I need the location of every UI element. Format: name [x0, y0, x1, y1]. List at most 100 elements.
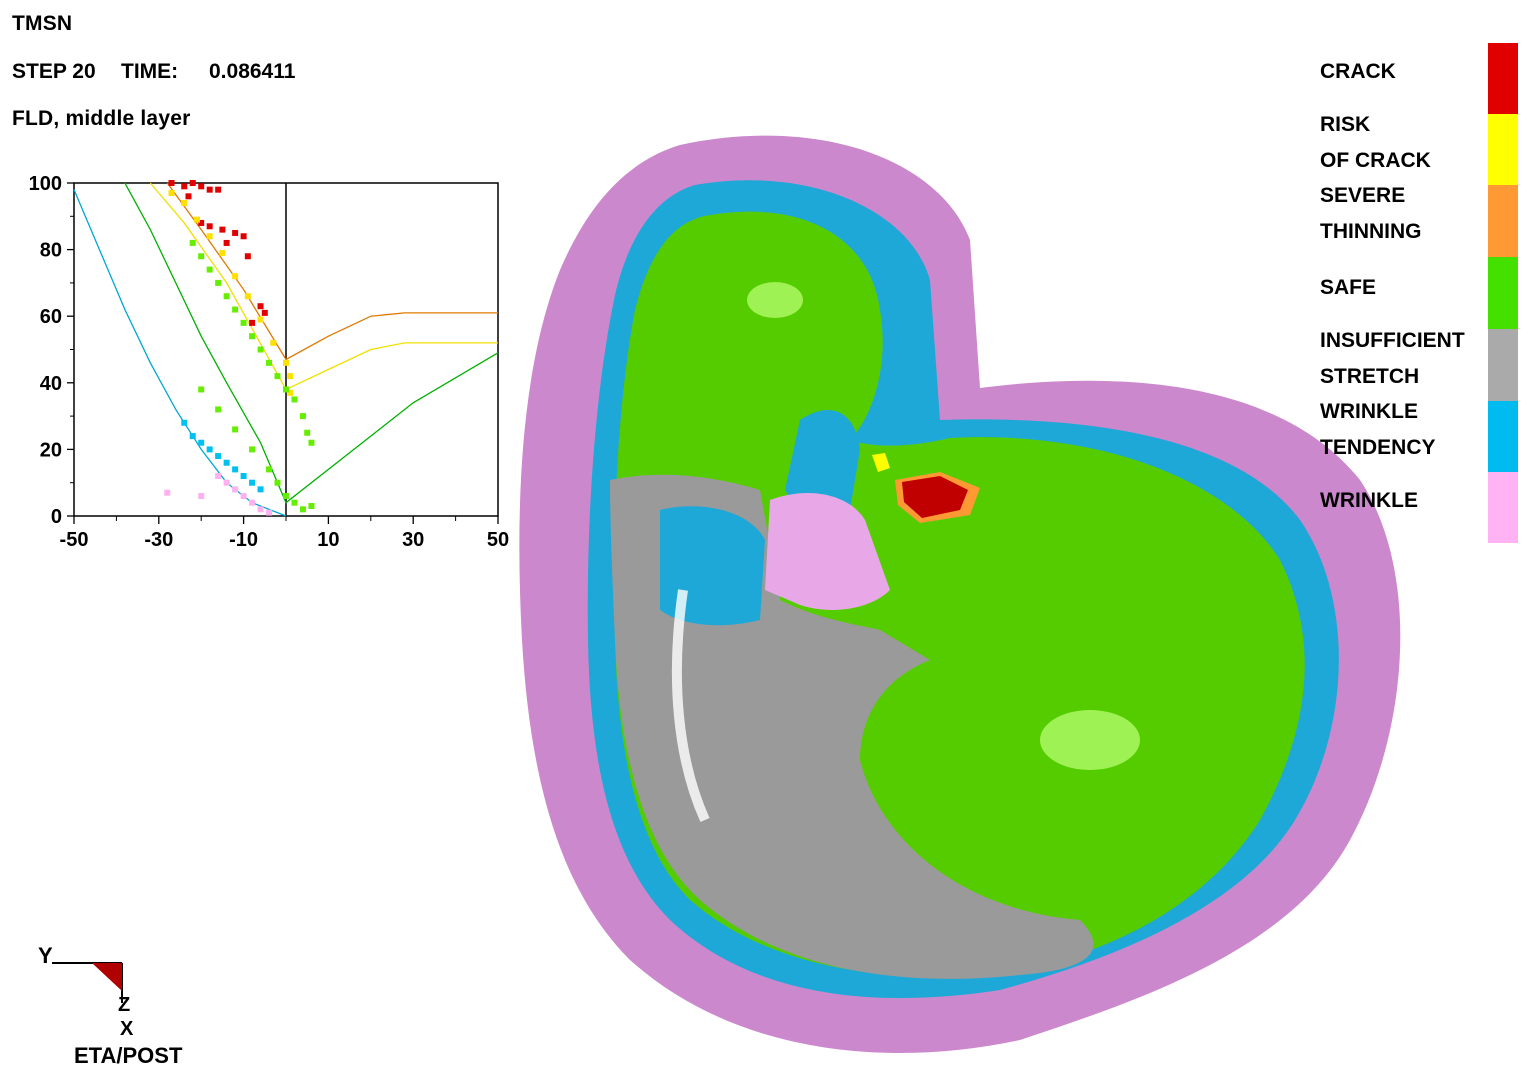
fld-x-tick-label: 30	[402, 529, 424, 551]
fld-x-tick-label: -30	[144, 529, 173, 551]
triad-z-label: Z	[118, 994, 130, 1016]
fld-point-s0-8	[206, 223, 213, 230]
legend-label: WRINKLE	[1320, 489, 1418, 512]
legend-swatch	[1488, 185, 1518, 257]
fld-y-tick-label: 40	[40, 373, 62, 395]
fld-point-s3-8	[249, 479, 256, 486]
fld-point-s2-5	[232, 306, 239, 313]
time-label: TIME:	[121, 60, 179, 83]
fld-point-s1-4	[219, 249, 226, 256]
fld-y-tick-label: 20	[40, 439, 62, 461]
fld-point-s3-3	[206, 446, 213, 453]
crack-spot	[902, 476, 968, 518]
part-contour-view	[519, 135, 1401, 1054]
fld-point-s2-13	[299, 413, 306, 420]
tube-highlight	[671, 589, 710, 823]
fld-point-s2-9	[266, 359, 273, 366]
fld-x-axis: -50 -30 -10 10 30 50	[60, 516, 509, 551]
fld-point-s2-0	[189, 239, 196, 246]
fld-scatter-points	[164, 180, 315, 516]
legend-swatch	[1488, 43, 1518, 114]
program-name: ETA/POST	[74, 1043, 183, 1068]
fld-point-s4-0	[164, 489, 171, 496]
fld-point-s1-9	[283, 359, 289, 366]
legend-label: THINNING	[1320, 220, 1422, 243]
fld-point-s2-8	[257, 346, 264, 353]
fld-point-s0-11	[240, 233, 247, 240]
legend-label: WRINKLE	[1320, 400, 1418, 423]
fld-point-s1-11	[287, 389, 294, 396]
fld-point-s3-7	[240, 473, 247, 480]
fld-point-s0-0	[168, 180, 175, 186]
fld-point-s1-7	[257, 316, 264, 323]
main-dome-highlight	[1040, 710, 1140, 770]
fld-point-s2-20	[266, 466, 273, 473]
fld-point-s4-4	[232, 486, 239, 493]
fld-point-s1-1	[181, 199, 188, 206]
fld-point-s3-2	[198, 439, 205, 446]
fld-x-tick-label: -10	[229, 529, 258, 551]
legend-swatch	[1488, 114, 1518, 185]
fld-point-s1-8	[270, 339, 277, 346]
fld-point-s4-7	[257, 506, 264, 513]
model-title: TMSN	[12, 12, 73, 35]
fld-point-s2-25	[308, 503, 315, 510]
fld-y-tick-label: 0	[51, 506, 62, 528]
fld-limit-curve-2	[124, 182, 499, 504]
triad-x-label: X	[120, 1018, 134, 1040]
fld-point-s0-12	[223, 239, 230, 246]
fld-point-s4-5	[240, 493, 247, 500]
legend-swatch	[1488, 472, 1518, 543]
legend-label: TENDENCY	[1320, 436, 1436, 459]
legend-label: CRACK	[1320, 60, 1396, 83]
fld-chart: 100 80 60 40 20 0 -50 -30 -10 10 30 50	[29, 173, 510, 551]
fld-point-s2-19	[249, 446, 256, 453]
legend-label: RISK	[1320, 113, 1371, 136]
fld-x-tick-label: 50	[487, 529, 509, 551]
fld-point-s2-10	[274, 373, 281, 380]
fld-point-s1-6	[244, 293, 251, 300]
fld-y-tick-label: 80	[40, 240, 62, 262]
fld-limit-curve-1	[149, 182, 498, 391]
legend-label: SEVERE	[1320, 184, 1406, 207]
fld-point-s4-6	[249, 499, 256, 506]
fld-point-s0-16	[249, 319, 256, 326]
fld-point-s2-4	[223, 293, 230, 300]
top-dome-highlight	[747, 282, 803, 318]
fld-point-s2-17	[215, 406, 222, 413]
legend-swatch	[1488, 401, 1518, 472]
fld-point-s3-5	[223, 459, 230, 466]
fld-point-s2-23	[291, 499, 298, 506]
legend-swatch	[1488, 329, 1518, 401]
fld-point-s2-6	[240, 319, 247, 326]
fld-point-s0-5	[215, 186, 222, 193]
fld-point-s2-18	[232, 426, 239, 433]
fld-point-s0-14	[257, 303, 264, 310]
triad-y-label: Y	[38, 943, 53, 968]
fld-point-s4-3	[223, 479, 230, 486]
fld-point-s0-13	[244, 253, 251, 260]
fld-point-s0-10	[232, 229, 239, 236]
fld-point-s1-10	[287, 373, 294, 380]
fld-point-s3-0	[181, 419, 188, 426]
fld-x-tick-label: -50	[60, 529, 89, 551]
fld-point-s2-16	[198, 386, 205, 393]
fld-point-s0-1	[181, 183, 188, 190]
fld-point-s2-14	[304, 429, 311, 436]
fld-point-s3-9	[257, 486, 264, 493]
legend-swatch	[1488, 257, 1518, 329]
inner-wrinkle-patch	[765, 492, 890, 610]
fld-point-s2-1	[198, 253, 205, 260]
fld-point-s2-21	[274, 479, 281, 486]
legend-label: INSUFFICIENT	[1320, 329, 1465, 352]
step-label: STEP 20	[12, 60, 96, 83]
fld-point-s3-1	[189, 433, 196, 440]
fld-point-s0-4	[206, 186, 213, 193]
fld-point-s3-4	[215, 453, 222, 460]
coordinate-triad: Y Z X	[38, 943, 134, 1040]
fld-limit-curve-0	[166, 182, 498, 361]
fld-point-s2-15	[308, 439, 315, 446]
fld-point-s1-0	[168, 189, 175, 196]
fld-point-s2-11	[283, 386, 289, 393]
fld-y-tick-label: 60	[40, 306, 62, 328]
